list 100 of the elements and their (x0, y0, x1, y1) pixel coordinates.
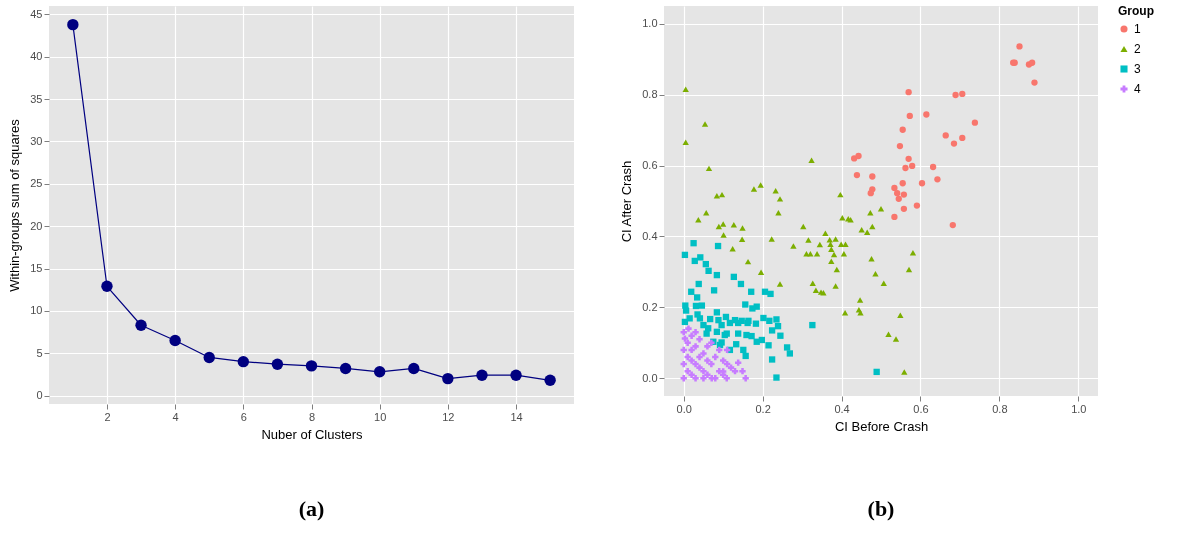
x-tick-label: 1.0 (1071, 402, 1087, 415)
y-tick-label: 15 (30, 262, 43, 275)
point (408, 362, 420, 375)
point (688, 371, 695, 378)
point (704, 343, 711, 350)
point (891, 213, 898, 221)
x-tick-label: 0.6 (913, 402, 929, 415)
point (305, 360, 318, 372)
legend-label: 2 (1134, 42, 1141, 56)
point (855, 152, 862, 160)
point (169, 334, 181, 347)
point (339, 362, 352, 375)
point (544, 374, 556, 386)
point (918, 180, 926, 187)
point (442, 372, 454, 385)
point (510, 369, 522, 381)
point (476, 369, 488, 381)
point (700, 375, 707, 382)
y-tick-label: 0.2 (642, 300, 658, 313)
point (895, 195, 902, 203)
x-tick-label: 0.2 (755, 402, 771, 415)
x-tick-label: 4 (172, 410, 179, 423)
y-tick-label: 40 (30, 50, 43, 63)
point (135, 319, 147, 331)
x-tick-label: 0.0 (676, 402, 692, 415)
x-tick-label: 14 (510, 410, 523, 423)
point (1031, 79, 1038, 86)
point (899, 126, 906, 133)
y-tick-label: 1.0 (642, 17, 658, 30)
point (681, 335, 689, 342)
point (696, 336, 703, 343)
y-tick-label: 0 (36, 389, 43, 402)
point (716, 346, 723, 354)
point (899, 180, 906, 187)
point (101, 280, 113, 292)
point (684, 353, 691, 361)
point (853, 171, 861, 179)
y-tick-label: 20 (30, 219, 43, 232)
point (708, 360, 715, 368)
point (680, 346, 687, 354)
point (203, 351, 215, 364)
point (942, 132, 949, 139)
x-tick-label: 0.4 (834, 402, 850, 415)
point (688, 346, 695, 354)
point (923, 111, 930, 118)
point (727, 364, 735, 371)
point (949, 221, 956, 229)
point (712, 353, 719, 361)
point (900, 205, 908, 212)
y-tick-label: 5 (36, 346, 43, 359)
point (708, 375, 715, 382)
y-tick-label: 30 (30, 134, 43, 147)
point (959, 134, 966, 142)
point (902, 164, 909, 172)
point (692, 343, 699, 350)
y-tick-label: 0.8 (642, 88, 658, 101)
point (739, 368, 746, 375)
x-tick-label: 8 (308, 410, 316, 423)
point (688, 332, 695, 339)
point (704, 357, 711, 364)
legend-label: 3 (1134, 62, 1141, 76)
y-tick-label: 0.0 (642, 371, 658, 384)
y-tick-label: 35 (30, 92, 43, 105)
y-tick-label: 0.6 (642, 159, 658, 172)
x-tick-label: 0.8 (992, 402, 1008, 415)
point (700, 368, 707, 375)
point (905, 89, 912, 96)
x-tick-label: 12 (442, 410, 455, 423)
x-tick-label: 10 (374, 410, 387, 423)
point (720, 357, 727, 364)
y-tick-label: 45 (30, 7, 43, 20)
point (680, 360, 687, 368)
y-tick-label: 25 (30, 177, 43, 190)
y-axis-title: CI After Crash (619, 160, 635, 243)
point (900, 191, 908, 198)
point (67, 18, 79, 31)
point (735, 359, 742, 366)
point (271, 358, 284, 370)
point (700, 350, 707, 357)
text: (b) (867, 496, 895, 521)
point (680, 329, 687, 336)
point (869, 173, 876, 180)
point (692, 329, 699, 336)
point (685, 325, 692, 332)
point (905, 155, 912, 162)
point (891, 184, 898, 192)
point (742, 375, 749, 382)
point (906, 112, 913, 120)
x-axis-title: CI Before Crash (834, 418, 929, 434)
x-tick-label: 6 (240, 410, 247, 423)
point (894, 190, 901, 197)
point (959, 90, 966, 98)
x-tick-label: 2 (104, 410, 111, 423)
point (909, 162, 916, 170)
point (237, 355, 250, 368)
legend-title: Group (1118, 4, 1154, 18)
point (896, 142, 904, 150)
legend-label: 4 (1134, 82, 1141, 96)
point (723, 375, 730, 382)
point (692, 360, 699, 368)
